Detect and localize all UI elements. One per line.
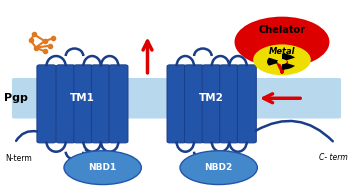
FancyBboxPatch shape — [185, 65, 204, 143]
Text: Pgp: Pgp — [4, 93, 28, 103]
Wedge shape — [282, 62, 295, 70]
FancyBboxPatch shape — [220, 65, 239, 143]
FancyBboxPatch shape — [109, 65, 128, 143]
Ellipse shape — [64, 151, 141, 184]
FancyBboxPatch shape — [12, 78, 341, 119]
Text: C- term: C- term — [319, 153, 347, 162]
Text: TM1: TM1 — [70, 93, 95, 103]
FancyBboxPatch shape — [237, 65, 256, 143]
Text: NBD2: NBD2 — [205, 163, 233, 172]
Text: Metal: Metal — [269, 47, 295, 56]
Ellipse shape — [180, 151, 257, 184]
FancyBboxPatch shape — [37, 65, 56, 143]
FancyBboxPatch shape — [91, 65, 110, 143]
Text: TM2: TM2 — [199, 93, 224, 103]
Circle shape — [277, 59, 287, 64]
Text: N-term: N-term — [5, 154, 32, 163]
FancyBboxPatch shape — [202, 65, 221, 143]
FancyBboxPatch shape — [74, 65, 93, 143]
Text: Chelator: Chelator — [258, 25, 305, 35]
Circle shape — [234, 17, 329, 67]
FancyBboxPatch shape — [56, 65, 75, 143]
Wedge shape — [282, 54, 295, 62]
Wedge shape — [267, 58, 282, 66]
Text: NBD1: NBD1 — [89, 163, 117, 172]
Circle shape — [253, 44, 311, 75]
FancyBboxPatch shape — [167, 65, 186, 143]
